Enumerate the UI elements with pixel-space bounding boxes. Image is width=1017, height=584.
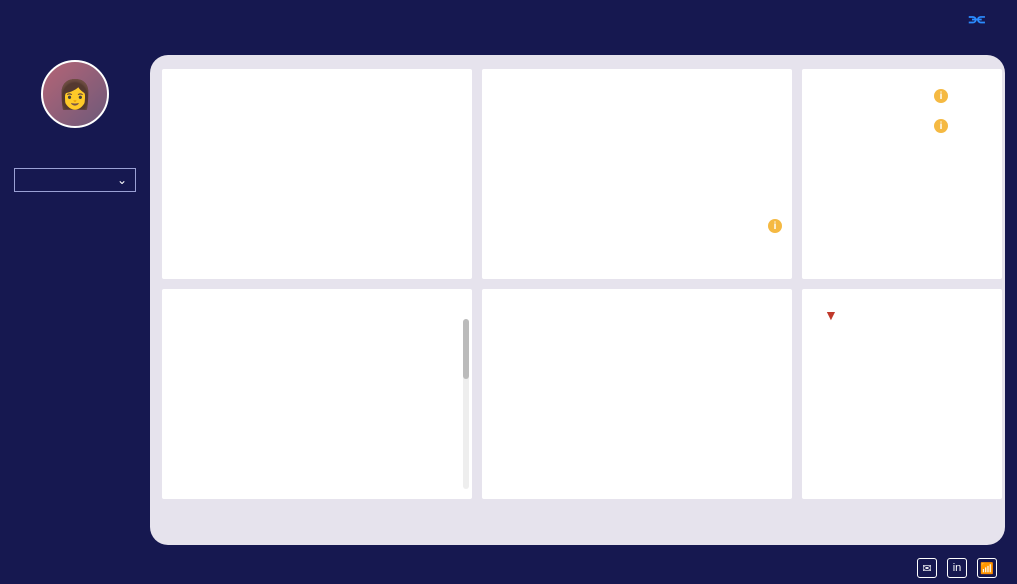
header: ⫘ xyxy=(0,0,1017,33)
chevron-down-icon: ⌄ xyxy=(117,173,127,187)
production-line-chart xyxy=(814,347,1017,457)
order-vs-inventory-card: i i xyxy=(802,69,1002,279)
footer: ✉ in 📶 xyxy=(885,558,997,578)
production-analysis-card: ▼ xyxy=(802,289,1002,499)
inventory-waterfall-chart xyxy=(496,87,778,217)
info-icon[interactable]: i xyxy=(934,119,948,133)
products-filter-panel xyxy=(162,69,472,279)
triangle-down-icon: ▼ xyxy=(824,307,838,323)
linkedin-icon[interactable]: in xyxy=(947,558,967,578)
inventory-analysis-card: i xyxy=(482,69,792,279)
machine-analysis-card xyxy=(482,289,792,499)
machines-filter-panel xyxy=(162,289,472,499)
chart-icon[interactable]: 📶 xyxy=(977,558,997,578)
mail-icon[interactable]: ✉ xyxy=(917,558,937,578)
info-icon[interactable]: i xyxy=(934,89,948,103)
dna-icon: ⫘ xyxy=(969,8,985,29)
machine-bar-chart xyxy=(496,307,778,457)
year-dropdown[interactable]: ⌄ xyxy=(14,168,136,192)
order-inventory-metrics: i i xyxy=(884,87,994,133)
dashboard-canvas: i i i xyxy=(150,55,1005,545)
sidebar: 👩 ⌄ xyxy=(0,60,150,192)
scrollbar[interactable] xyxy=(463,319,469,489)
remaining-inventory-kpi: i xyxy=(764,219,782,233)
info-icon[interactable]: i xyxy=(768,219,782,233)
avatar[interactable]: 👩 xyxy=(41,60,109,128)
enterprise-dna-logo: ⫘ xyxy=(969,8,997,29)
